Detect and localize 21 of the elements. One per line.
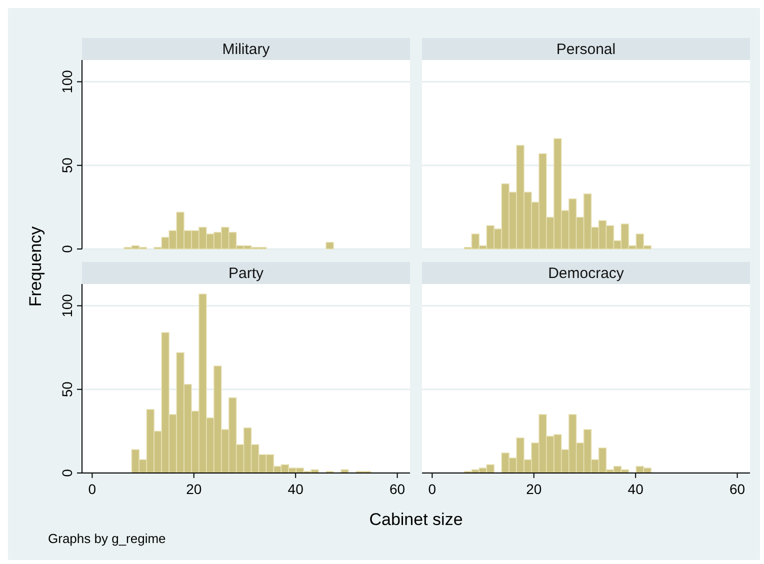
x-tick-label: 0 (88, 481, 96, 497)
chart-title: Military (222, 41, 270, 58)
y-tick-label: 100 (59, 70, 75, 94)
text: Graphs by g_regime (48, 531, 166, 546)
chart-title: Party (228, 265, 264, 282)
y-tick-label: 50 (59, 157, 75, 174)
x-axis-title: Cabinet size (369, 510, 463, 529)
y-tick-label: 0 (59, 468, 75, 477)
chart-title: Personal (556, 41, 616, 58)
x-tick-label: 20 (526, 481, 542, 497)
y-tick-label: 100 (59, 294, 75, 318)
y-tick-label: 0 (59, 244, 75, 253)
x-tick-label: 60 (730, 481, 746, 497)
x-tick-label: 60 (390, 481, 406, 497)
x-tick-label: 20 (186, 481, 202, 497)
x-tick-label: 40 (288, 481, 304, 497)
x-tick-label: 0 (428, 481, 436, 497)
chart-title: Democracy (548, 265, 624, 282)
y-tick-label: 50 (59, 381, 75, 398)
y-axis-title: Frequency (26, 226, 45, 307)
x-tick-label: 40 (628, 481, 644, 497)
